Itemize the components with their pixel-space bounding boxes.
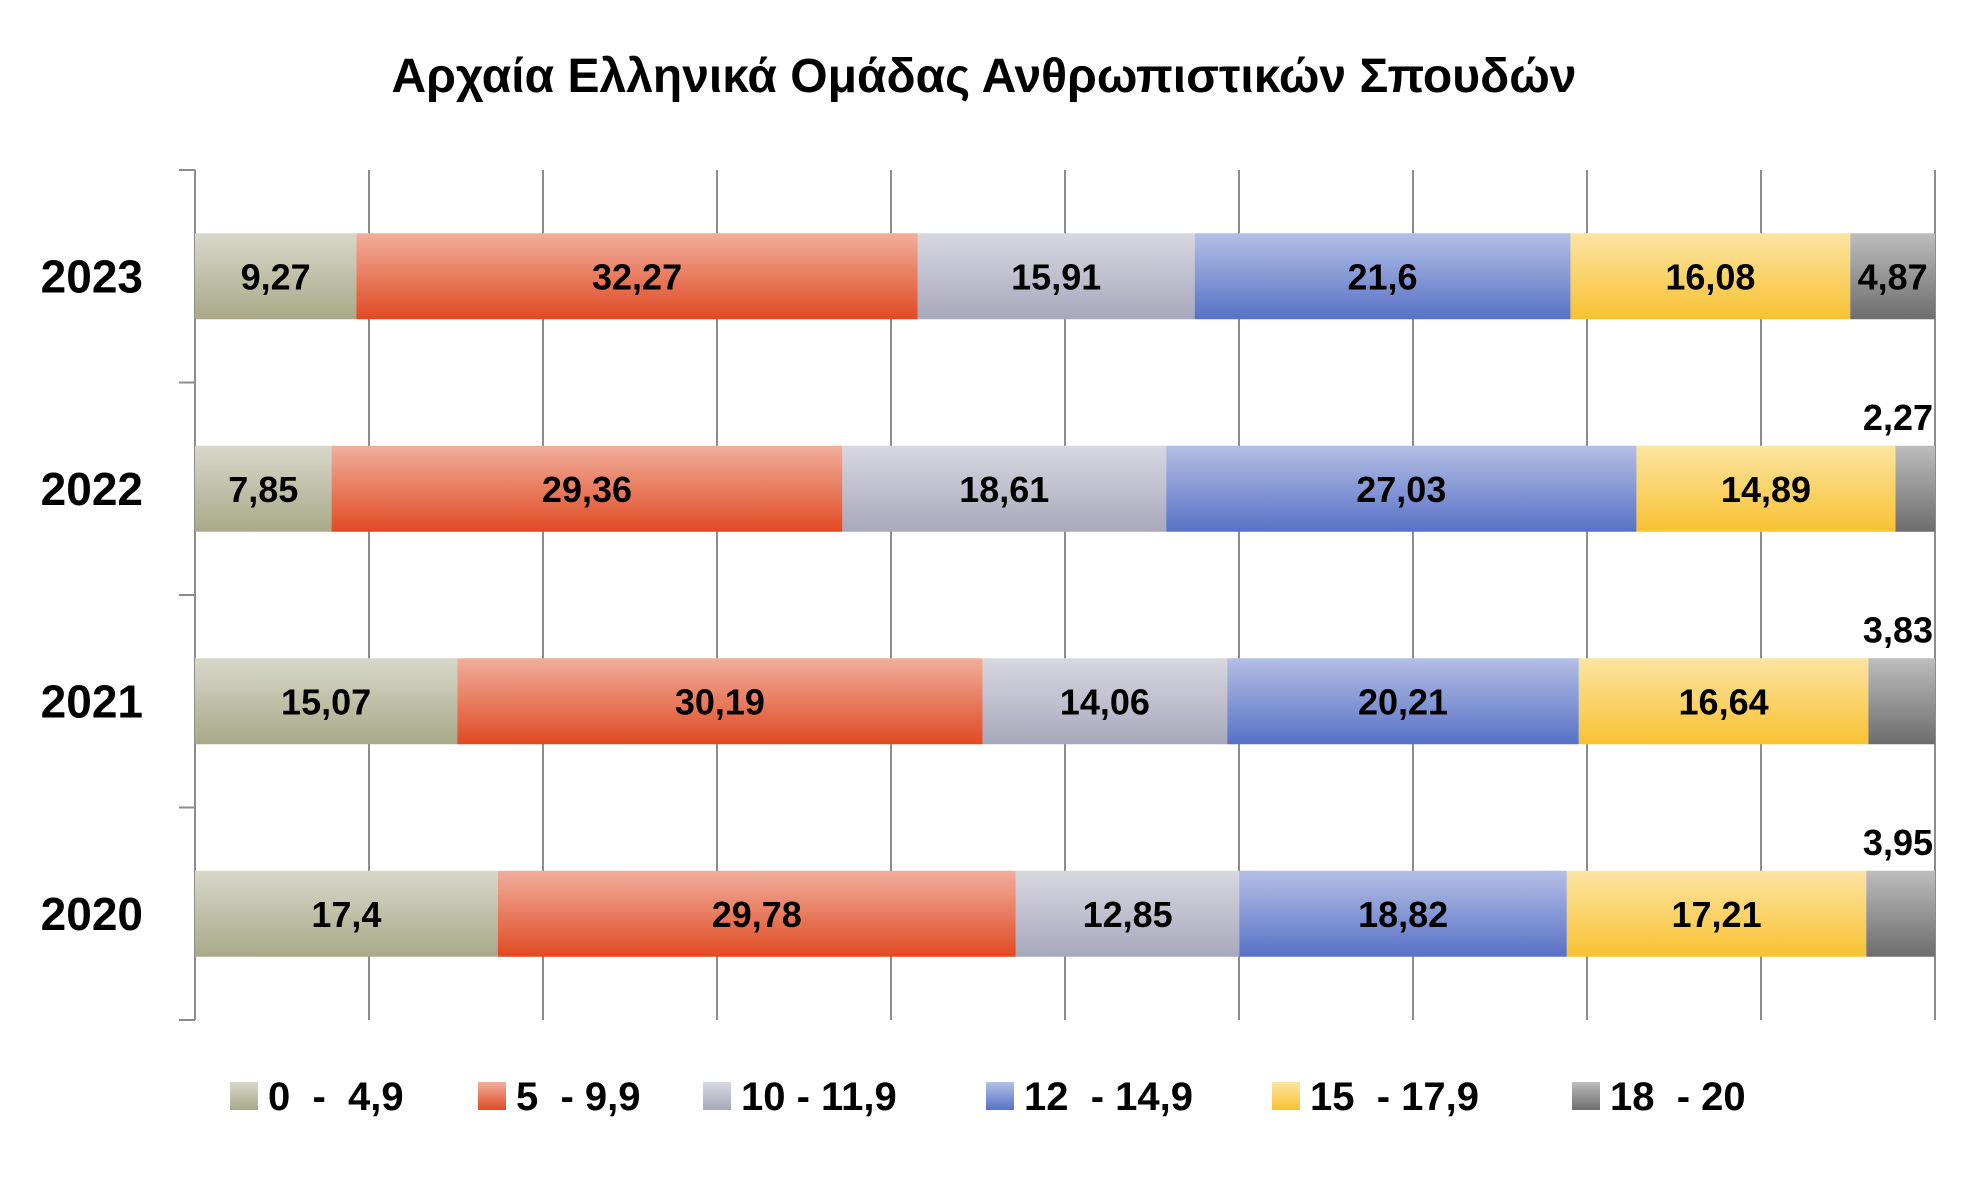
bar-segment xyxy=(497,870,1016,957)
bar-segment xyxy=(1194,233,1571,320)
data-label: 4,87 xyxy=(1858,256,1928,297)
data-label: 3,83 xyxy=(1863,609,1933,650)
category-label: 2021 xyxy=(41,675,143,727)
data-label: 17,4 xyxy=(311,894,381,935)
data-label: 32,27 xyxy=(592,256,682,297)
data-label: 15,91 xyxy=(1011,256,1101,297)
bar-segment xyxy=(457,658,983,745)
legend-swatch xyxy=(986,1082,1014,1110)
data-label: 12,85 xyxy=(1083,894,1173,935)
legend-label: 15 - 17,9 xyxy=(1310,1075,1479,1119)
bar-segment xyxy=(195,233,357,320)
bar-segment xyxy=(1166,445,1637,532)
bar-segment xyxy=(331,445,843,532)
legend-label: 10 - 11,9 xyxy=(741,1075,897,1119)
bar-segment xyxy=(356,233,918,320)
data-label: 2,27 xyxy=(1863,397,1933,438)
bar-segment xyxy=(1227,658,1579,745)
bar-segment xyxy=(195,658,458,745)
data-label: 7,85 xyxy=(228,469,298,510)
bar-segment xyxy=(1636,445,1896,532)
bar-segment xyxy=(982,658,1228,745)
legend-label: 5 - 9,9 xyxy=(516,1075,641,1119)
bar-segment xyxy=(1566,870,1867,957)
bar-segment xyxy=(195,870,498,957)
bar-segment xyxy=(1868,658,1935,745)
data-label: 29,78 xyxy=(712,894,802,935)
data-label: 18,82 xyxy=(1358,894,1448,935)
data-label: 30,19 xyxy=(675,681,765,722)
bar-segment xyxy=(1850,233,1935,320)
data-label: 29,36 xyxy=(542,469,632,510)
data-label: 14,89 xyxy=(1721,469,1811,510)
legend-swatch xyxy=(230,1082,258,1110)
category-label: 2020 xyxy=(41,888,143,940)
bars: 9,27 32,27 15,91 21,6 16,08 4,87 7,85 29,36 18,6… xyxy=(195,233,1935,957)
data-label: 14,06 xyxy=(1060,681,1150,722)
legend: 0 - 4,9 5 - 9,9 10 - 11,9 12 - 14,9 15 - 17,… xyxy=(230,1075,1746,1119)
bar-segment xyxy=(842,445,1167,532)
category-label: 2022 xyxy=(41,463,143,515)
legend-label: 12 - 14,9 xyxy=(1024,1075,1193,1119)
data-label: 21,6 xyxy=(1348,256,1418,297)
chart-title: Αρχαία Ελληνικά Ομάδας Ανθρωπιστικών Σπο… xyxy=(392,50,1577,103)
bar-segment xyxy=(1866,870,1935,957)
legend-label: 18 - 20 xyxy=(1610,1075,1746,1119)
bar-segment xyxy=(917,233,1195,320)
data-label: 9,27 xyxy=(241,256,311,297)
y-axis: 2023 2022 2021 2020 xyxy=(41,169,196,1021)
data-label: 20,21 xyxy=(1358,681,1448,722)
legend-label: 0 - 4,9 xyxy=(268,1075,404,1119)
bar-segment xyxy=(1578,658,1869,745)
data-label: 17,21 xyxy=(1672,894,1762,935)
data-label: 16,08 xyxy=(1665,256,1755,297)
legend-swatch xyxy=(478,1082,506,1110)
bar-segment xyxy=(1015,870,1240,957)
bar-segment xyxy=(1895,445,1935,532)
bar-segment xyxy=(195,445,332,532)
bar-segment xyxy=(1570,233,1851,320)
data-label: 15,07 xyxy=(281,681,371,722)
legend-swatch xyxy=(703,1082,731,1110)
legend-swatch xyxy=(1272,1082,1300,1110)
data-label: 3,95 xyxy=(1863,822,1933,863)
legend-swatch xyxy=(1572,1082,1600,1110)
bar-segment xyxy=(1239,870,1567,957)
data-label: 18,61 xyxy=(959,469,1049,510)
data-label: 16,64 xyxy=(1679,681,1769,722)
category-label: 2023 xyxy=(41,250,143,302)
data-label: 27,03 xyxy=(1356,469,1446,510)
